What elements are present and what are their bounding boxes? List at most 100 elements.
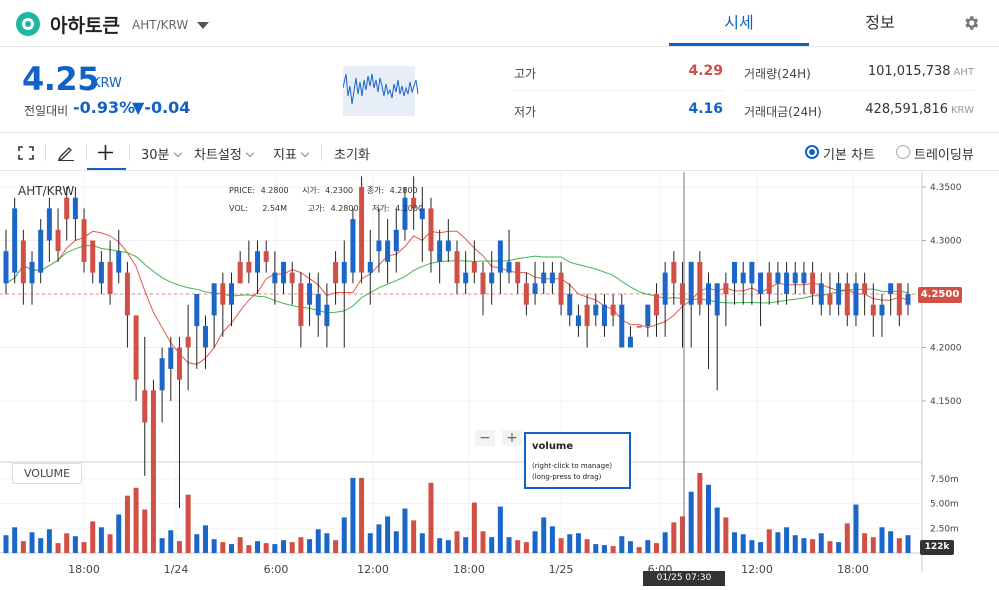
gear-icon[interactable] bbox=[962, 14, 980, 32]
pencil-icon[interactable] bbox=[57, 144, 75, 161]
volume-bar bbox=[29, 532, 35, 553]
low-label: 저가 bbox=[514, 105, 537, 119]
candle-body bbox=[168, 347, 174, 369]
candlestick-chart[interactable]: 4.3500 4.3000 4.2500 4.2000 4.1500 7.50m 5.00m… bbox=[0, 172, 999, 590]
candle-body bbox=[324, 304, 330, 327]
candle-body bbox=[176, 347, 182, 380]
candle-body bbox=[506, 261, 512, 273]
volume-bar bbox=[532, 531, 538, 553]
crosshair-plus-icon[interactable] bbox=[97, 144, 114, 161]
active-tool-indicator bbox=[87, 168, 126, 170]
volume-bar bbox=[194, 534, 200, 553]
candle-body bbox=[784, 272, 790, 294]
candle-body bbox=[619, 304, 625, 348]
volume-bar bbox=[575, 533, 581, 553]
current-price: 4.25 bbox=[22, 60, 99, 98]
chart-settings-label: 차트설정 bbox=[194, 148, 242, 163]
zoom-out-button[interactable]: − bbox=[475, 430, 495, 446]
price-unit: KRW bbox=[92, 76, 122, 91]
volume-bar bbox=[758, 542, 764, 553]
volume-bar bbox=[801, 538, 807, 553]
candle-body bbox=[515, 261, 521, 284]
volume-bar bbox=[653, 543, 659, 553]
mini-chart bbox=[343, 66, 419, 116]
legend-high-value: 4.2800 bbox=[330, 204, 359, 213]
volume-bar bbox=[732, 532, 738, 553]
price-axis-label: 4.3000 bbox=[930, 237, 962, 247]
volume-bar bbox=[411, 520, 417, 553]
candle-body bbox=[150, 390, 156, 530]
volume-bar bbox=[601, 545, 607, 553]
volume-bar bbox=[202, 525, 208, 553]
volume-bar bbox=[680, 516, 685, 553]
high-label: 고가 bbox=[514, 67, 537, 81]
candle-body bbox=[688, 261, 694, 305]
candle-body bbox=[523, 283, 529, 305]
candle-body bbox=[402, 197, 408, 230]
time-axis-label: 1/24 bbox=[164, 563, 189, 576]
legend-price-value: 4.2800 bbox=[260, 186, 289, 195]
candle-body bbox=[740, 272, 746, 284]
interval-select[interactable]: 30분 bbox=[141, 144, 182, 163]
divider bbox=[742, 90, 974, 91]
volume-bar bbox=[697, 472, 703, 553]
candle-body bbox=[549, 272, 555, 284]
volume-bar bbox=[168, 530, 174, 553]
tradingview-label[interactable]: 트레이딩뷰 bbox=[914, 148, 974, 163]
candle-body bbox=[393, 229, 399, 252]
candle-body bbox=[732, 261, 738, 284]
candle-body bbox=[575, 315, 581, 327]
candle-body bbox=[202, 326, 208, 348]
candle-body bbox=[159, 358, 165, 391]
volume-bar bbox=[740, 534, 746, 553]
volume-bar bbox=[419, 533, 425, 553]
tradingview-radio[interactable] bbox=[896, 145, 910, 159]
basic-chart-radio[interactable] bbox=[805, 145, 819, 159]
volume-bar bbox=[46, 529, 52, 553]
reset-button[interactable]: 초기화 bbox=[334, 148, 370, 163]
coin-pair[interactable]: AHT/KRW bbox=[132, 18, 189, 32]
amount-unit: KRW bbox=[951, 105, 974, 116]
candle-body bbox=[98, 261, 104, 284]
volume-bar bbox=[124, 495, 130, 553]
volume-bar bbox=[3, 535, 9, 553]
indicators-menu[interactable]: 지표 bbox=[273, 144, 310, 163]
candle-body bbox=[437, 240, 443, 262]
candle-body bbox=[229, 283, 234, 305]
fullscreen-icon[interactable] bbox=[18, 146, 34, 160]
candle-body bbox=[428, 208, 434, 252]
volume-pane-label[interactable]: VOLUME bbox=[12, 463, 82, 484]
current-price-tag: 4.2500 bbox=[918, 287, 962, 303]
candle-body bbox=[836, 283, 842, 305]
basic-chart-label[interactable]: 기본 차트 bbox=[823, 148, 875, 163]
volume-bar bbox=[90, 521, 96, 553]
volume-bar bbox=[55, 543, 61, 553]
candle-body bbox=[827, 294, 833, 305]
tab-info[interactable]: 정보 bbox=[865, 13, 895, 32]
volume-bar bbox=[81, 542, 87, 553]
candle-body bbox=[463, 272, 469, 284]
volume-bar bbox=[853, 504, 859, 553]
legend-high-label: 고가: bbox=[307, 204, 326, 213]
high-value: 4.29 bbox=[688, 63, 723, 79]
coin-name[interactable]: 아하토큰 bbox=[50, 15, 120, 37]
chevron-down-icon[interactable] bbox=[197, 22, 209, 29]
candle-body bbox=[341, 261, 347, 284]
volume-bar bbox=[176, 541, 182, 553]
divider bbox=[86, 144, 87, 161]
legend-close-label: 종가: bbox=[366, 186, 385, 195]
legend-row-1: PRICE: 4.2800 시가: 4.2300 종가: 4.2800 bbox=[229, 185, 418, 196]
tab-sise[interactable]: 시세 bbox=[669, 0, 809, 46]
chart-settings-menu[interactable]: 차트설정 bbox=[194, 144, 255, 163]
candle-body bbox=[376, 240, 382, 252]
price-axis-label: 4.1500 bbox=[930, 397, 962, 407]
candle-body bbox=[81, 219, 87, 262]
chart-toolbar: 30분 차트설정 지표 초기화 기본 차트 트레이딩뷰 bbox=[0, 134, 999, 171]
volume-bar bbox=[818, 533, 824, 553]
price-axis-label: 4.3500 bbox=[930, 183, 962, 193]
zoom-in-button[interactable]: + bbox=[502, 430, 522, 446]
volume-bar bbox=[341, 517, 347, 553]
candle-body bbox=[766, 272, 772, 294]
chevron-down-icon bbox=[245, 148, 255, 158]
candle-body bbox=[29, 261, 35, 284]
